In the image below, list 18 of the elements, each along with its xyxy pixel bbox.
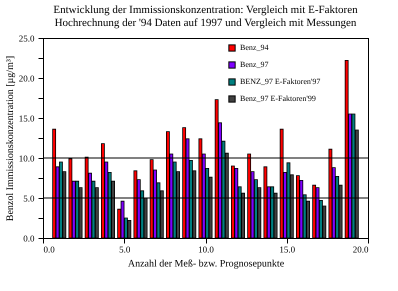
legend-label: Benz_97 E-Faktoren'99 <box>240 94 316 103</box>
y-tick-label: 0.0 <box>23 234 35 244</box>
x-tick-label: 10.0 <box>198 244 214 254</box>
y-tick-label: 15.0 <box>18 114 35 124</box>
y-axis-title: Benzol Immissionskonzentration [µg/m³] <box>4 56 16 222</box>
legend-label: Benz_97 <box>240 60 268 69</box>
x-axis-title: Anzahl der Meß- bzw. Prognosepunkte <box>128 258 285 270</box>
x-tick-label: 0.0 <box>44 244 56 254</box>
x-tick-label: 5.0 <box>119 244 131 254</box>
legend-label: BENZ_97 E-Faktoren'97 <box>240 77 320 86</box>
legend-label: Benz_94 <box>240 43 268 52</box>
y-tick-label: 5.0 <box>23 194 35 204</box>
x-tick-label: 20.0 <box>352 244 369 254</box>
y-tick-label: 25.0 <box>18 34 35 44</box>
chart-title: Entwicklung der Immissionskonzentration: Vergleich mit E-Faktoren Hochrechnung der '94 Daten auf 1997 und Vergleich mit Messungen <box>53 4 358 29</box>
y-tick-label: 10.0 <box>18 154 35 164</box>
y-tick-label: 20.0 <box>18 74 35 84</box>
x-tick-label: 15.0 <box>279 244 296 254</box>
